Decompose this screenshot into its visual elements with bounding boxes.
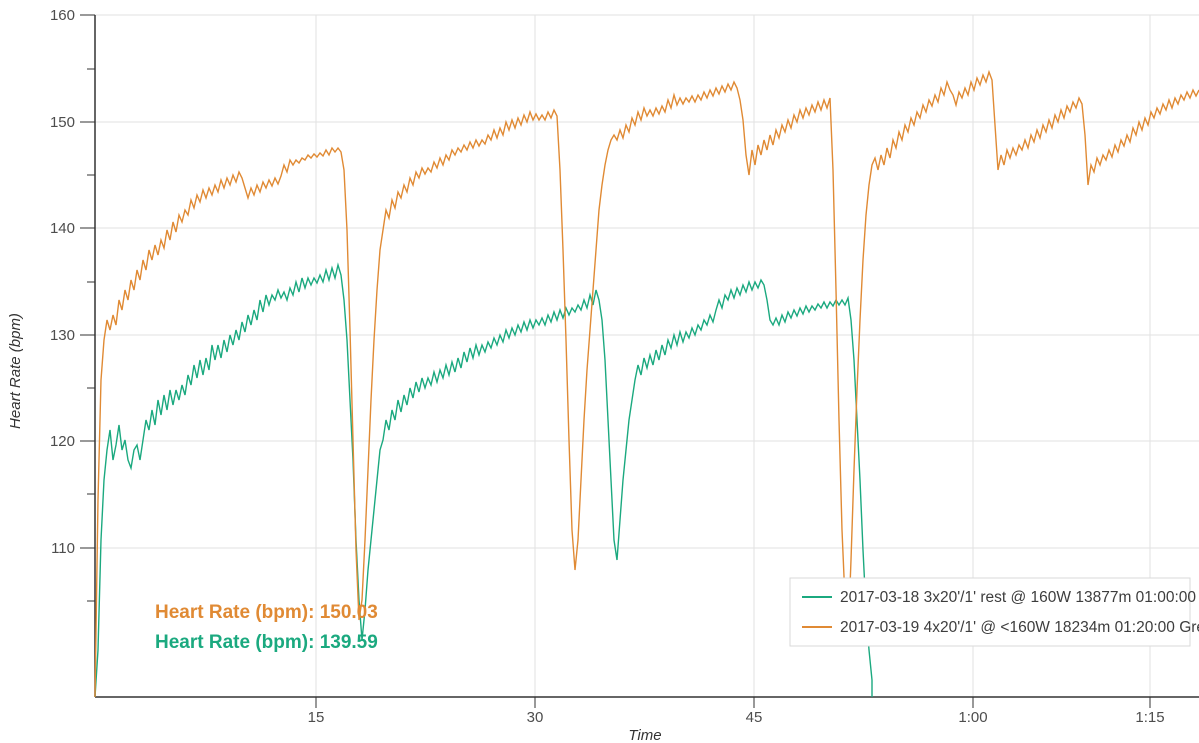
- y-axis-labels: 160 150 140 130 120 110: [50, 7, 75, 557]
- chart-legend[interactable]: 2017-03-18 3x20'/1' rest @ 160W 13877m 0…: [790, 578, 1199, 646]
- x-axis-labels: 15 30 45 1:00 1:15: [308, 709, 1165, 726]
- x-axis-ticks: [316, 697, 1150, 708]
- heart-rate-chart: 160 150 140 130 120 110 15 30 45 1:00 1:…: [0, 0, 1199, 743]
- x-tick-1-00: 1:00: [958, 709, 987, 726]
- x-axis-title: Time: [628, 727, 661, 743]
- x-tick-15: 15: [308, 709, 325, 726]
- y-tick-110: 110: [51, 540, 75, 557]
- y-tick-160: 160: [50, 7, 75, 24]
- y-tick-130: 130: [50, 327, 75, 344]
- x-tick-30: 30: [527, 709, 544, 726]
- value-annotations: Heart Rate (bpm): 150.03 Heart Rate (bpm…: [155, 602, 378, 653]
- green-current-value: Heart Rate (bpm): 139.59: [155, 632, 378, 653]
- y-tick-120: 120: [50, 433, 75, 450]
- legend-label-green[interactable]: 2017-03-18 3x20'/1' rest @ 160W 13877m 0…: [840, 589, 1199, 606]
- x-tick-1-15: 1:15: [1135, 709, 1164, 726]
- y-axis-title: Heart Rate (bpm): [7, 313, 24, 429]
- x-tick-45: 45: [746, 709, 763, 726]
- y-tick-150: 150: [50, 114, 75, 131]
- legend-label-orange[interactable]: 2017-03-19 4x20'/1' @ <160W 18234m 01:20…: [840, 619, 1199, 636]
- orange-current-value: Heart Rate (bpm): 150.03: [155, 602, 378, 623]
- y-tick-140: 140: [50, 220, 75, 237]
- chart-svg: 160 150 140 130 120 110 15 30 45 1:00 1:…: [0, 0, 1199, 743]
- horizontal-gridlines: [95, 15, 1199, 548]
